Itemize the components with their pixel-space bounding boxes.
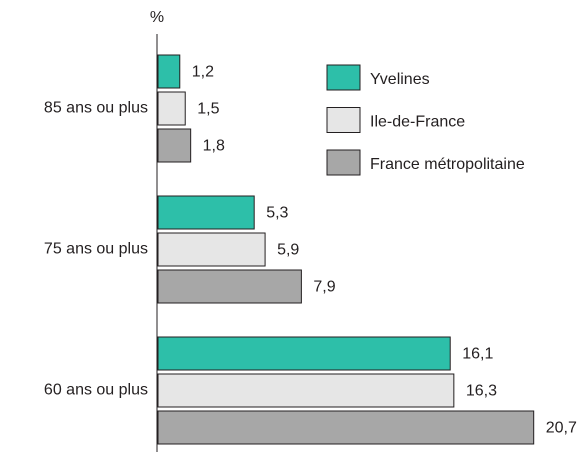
category-label: 75 ans ou plus	[44, 241, 148, 258]
bar	[157, 128, 192, 163]
value-label: 5,3	[266, 205, 288, 222]
bar	[157, 336, 451, 371]
value-label: 1,5	[197, 101, 219, 118]
bar	[157, 195, 255, 230]
value-label: 16,3	[466, 383, 497, 400]
bar	[157, 91, 186, 126]
value-label: 1,2	[192, 64, 214, 81]
legend-swatch	[326, 107, 361, 133]
legend-label: France métropolitaine	[370, 156, 525, 173]
axis-label: %	[150, 9, 164, 26]
legend-swatch	[326, 64, 361, 91]
legend-label: Yvelines	[370, 71, 430, 88]
value-label: 1,8	[203, 138, 225, 155]
bar	[157, 373, 455, 408]
value-label: 7,9	[313, 279, 335, 296]
bar	[157, 269, 302, 304]
value-label: 16,1	[462, 346, 493, 363]
bar	[157, 410, 535, 445]
value-label: 5,9	[277, 242, 299, 259]
bar	[157, 232, 266, 267]
category-label: 60 ans ou plus	[44, 382, 148, 399]
legend-label: Ile-de-France	[370, 114, 465, 131]
category-label: 85 ans ou plus	[44, 100, 148, 117]
bar	[157, 54, 181, 89]
value-label: 20,7	[546, 420, 577, 437]
legend-swatch	[326, 149, 361, 176]
